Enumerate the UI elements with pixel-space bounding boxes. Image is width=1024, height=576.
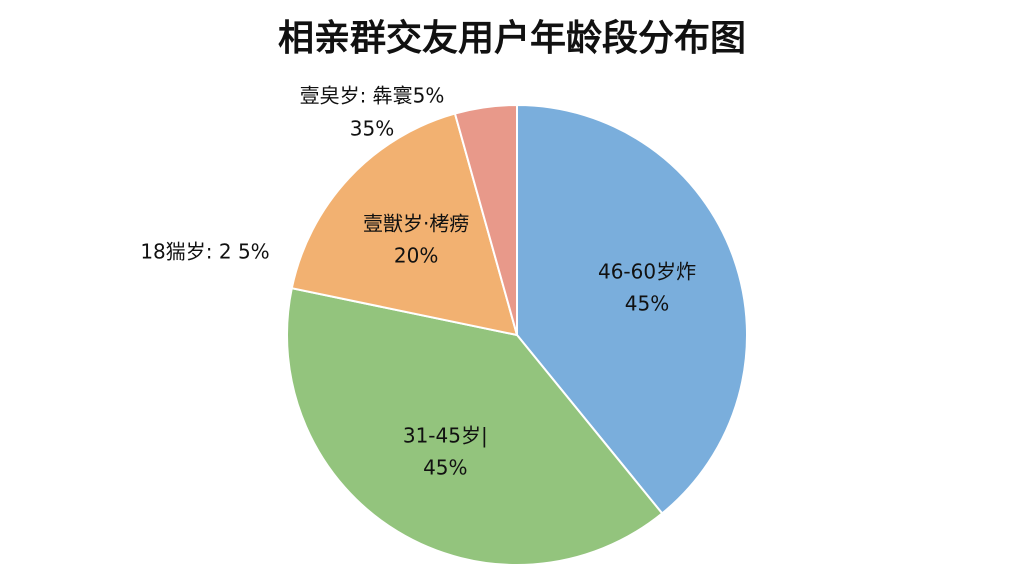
pie	[286, 103, 748, 566]
value-label: 45%	[625, 291, 669, 315]
annotation: 35%	[350, 117, 394, 141]
chart-title: 相亲群交友用户年龄段分布图	[278, 17, 746, 59]
slice-label: 46-60岁炸	[598, 259, 696, 283]
slice-label: 31-45岁|	[403, 423, 488, 447]
annotation: 壹㚖岁: 犇寰5%	[300, 84, 445, 108]
value-label: 45%	[423, 455, 467, 479]
pie-slice	[290, 112, 519, 337]
slice-label: 壹獣岁·栲痨	[363, 211, 469, 235]
pie-slice	[286, 287, 664, 566]
value-label: 20%	[394, 243, 438, 267]
pie-slice	[453, 103, 518, 336]
pie-slice	[516, 103, 748, 515]
annotation: 18猯岁: 2 5%	[140, 240, 269, 264]
